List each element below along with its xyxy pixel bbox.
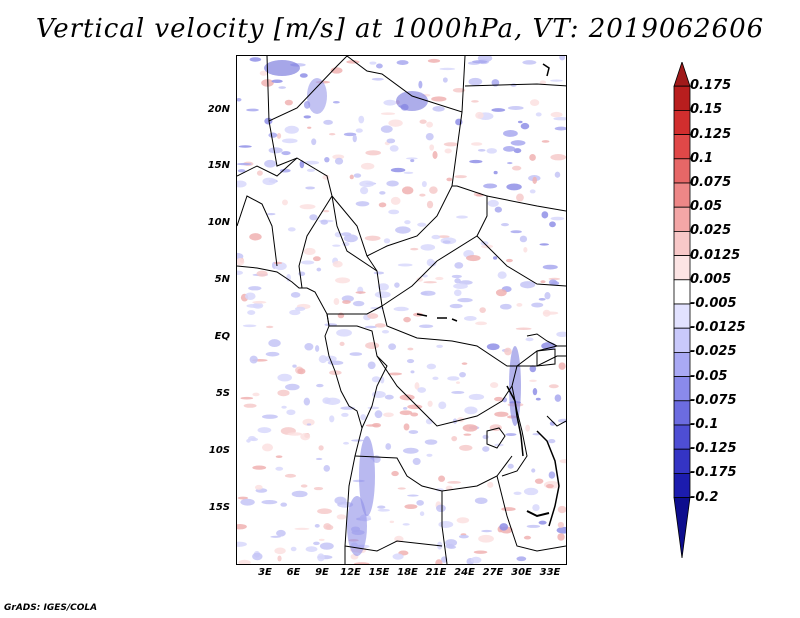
colorbar-label: -0.025	[690, 344, 737, 360]
colorbar-label: 0.15	[690, 102, 723, 118]
colorbar-label: -0.075	[690, 392, 737, 408]
colorbar-segment	[673, 279, 691, 305]
colorbar-label: -0.1	[690, 417, 719, 432]
colorbar-label: -0.005	[690, 296, 737, 311]
colorbar-label: 0.05	[690, 199, 723, 215]
colorbar-label: 0.175	[690, 78, 732, 94]
colorbar	[673, 62, 691, 558]
colorbar-label: 0.075	[690, 175, 732, 190]
lon-tick-label: 18E	[397, 567, 418, 578]
colorbar-segment	[673, 376, 691, 402]
lat-tick-label: 10N	[207, 217, 230, 228]
lon-tick-label: 21E	[425, 567, 447, 578]
colorbar-segment	[673, 182, 691, 208]
colorbar-label: -0.175	[690, 465, 737, 481]
lon-tick-label: 3E	[258, 567, 272, 578]
country-borders	[237, 56, 566, 564]
colorbar-segment	[673, 472, 691, 498]
lat-tick-label: EQ	[214, 331, 230, 342]
lat-tick-label: 5N	[214, 274, 230, 285]
colorbar-label: -0.125	[690, 441, 737, 457]
lon-tick-label: 9E	[315, 567, 329, 578]
footer-credit: GrADS: IGES/COLA	[4, 603, 98, 613]
colorbar-segment	[673, 134, 691, 160]
colorbar-segment	[673, 448, 691, 474]
colorbar-segments	[673, 62, 691, 558]
colorbar-label: 0.005	[690, 271, 732, 287]
lat-tick-label: 10S	[208, 445, 230, 456]
colorbar-label: 0.1	[690, 150, 714, 166]
lon-tick-label: 12E	[340, 567, 361, 578]
colorbar-label: -0.05	[690, 368, 728, 384]
colorbar-label: 0.0125	[690, 247, 741, 263]
colorbar-segment	[673, 497, 691, 558]
lon-tick-label: 6E	[286, 567, 301, 578]
colorbar-segment	[673, 62, 691, 87]
velocity-patches	[237, 56, 566, 564]
lon-tick-label: 30E	[511, 567, 532, 578]
colorbar-label: 0.125	[690, 126, 732, 142]
vertical-velocity-map	[237, 56, 566, 564]
coastline	[237, 265, 363, 564]
colorbar-segment	[673, 303, 691, 329]
colorbar-segment	[673, 255, 691, 281]
lon-tick-label: 15E	[368, 567, 390, 578]
lon-tick-label: 33E	[539, 567, 561, 578]
colorbar-segment	[673, 351, 691, 377]
lon-tick-label: 27E	[482, 567, 504, 578]
chart-title: Vertical velocity [m/s] at 1000hPa, VT: …	[35, 14, 765, 44]
lat-tick-label: 15N	[207, 160, 230, 171]
colorbar-segment	[673, 424, 691, 450]
colorbar-segment	[673, 206, 691, 232]
colorbar-label: -0.0125	[690, 320, 746, 336]
colorbar-segment	[673, 400, 691, 426]
lat-tick-label: 15S	[208, 502, 230, 513]
colorbar-label: 0.025	[690, 223, 732, 239]
colorbar-segment	[673, 327, 691, 353]
lat-tick-label: 20N	[207, 104, 230, 115]
colorbar-segment	[673, 158, 691, 184]
colorbar-segment	[673, 110, 691, 136]
colorbar-segment	[673, 85, 691, 111]
colorbar-segment	[673, 230, 691, 256]
map-frame	[236, 55, 567, 565]
colorbar-label: -0.2	[690, 489, 719, 505]
lon-tick-label: 24E	[454, 567, 475, 578]
lat-tick-label: 5S	[215, 388, 230, 399]
